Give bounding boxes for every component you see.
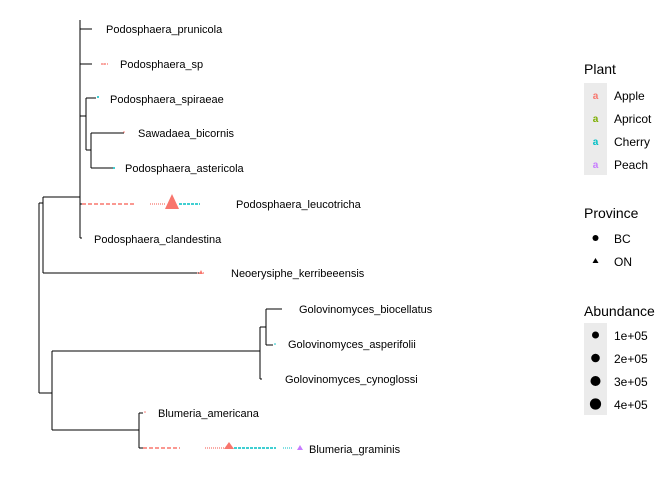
legend-label-bc: BC (614, 232, 631, 246)
tip-label: Blumeria_graminis (309, 444, 401, 456)
legend-label-apricot: Apricot (614, 112, 652, 126)
legend-key-cherry: a (593, 137, 599, 148)
tip-label: Golovinomyces_cynoglossi (285, 374, 418, 386)
legend-key-size-3 (590, 376, 601, 386)
legend-key-circle (592, 235, 599, 241)
tip-label: Podosphaera_leucotricha (236, 199, 362, 211)
tip-label: Sawadaea_bicornis (138, 128, 235, 140)
markers-neoerysiphe (197, 270, 205, 274)
legend-key-peach: a (593, 160, 599, 171)
legend-label-abundance: 3e+05 (614, 375, 648, 389)
legend-province: Province BC ON (584, 205, 639, 269)
tip-labels: Podosphaera_prunicola Podosphaera_sp Pod… (94, 24, 433, 456)
legend-key-apple: a (593, 91, 599, 102)
legend-title-abundance: Abundance (584, 303, 655, 319)
legend-key-triangle (592, 258, 599, 263)
legend-key-size-4 (589, 398, 602, 410)
tree-branches (38, 20, 282, 449)
marker-blumeria-americana (144, 411, 146, 413)
marker-sawadaea-bicornis (123, 131, 125, 133)
marker-golovinomyces-asperifolii (274, 343, 276, 345)
svg-text:a: a (593, 160, 599, 171)
legend-label-abundance: 1e+05 (614, 329, 648, 343)
tip-label: Podosphaera_sp (120, 59, 203, 71)
legend-label-peach: Peach (614, 158, 648, 172)
marker-podosphaera-astericola (113, 167, 115, 169)
legend-key-size-1 (592, 331, 599, 339)
tip-label: Podosphaera_clandestina (94, 234, 222, 246)
legend-abundance: Abundance 1e+05 2e+05 3e+05 4e+05 (584, 303, 655, 415)
legend-key-size-2 (591, 353, 600, 363)
tip-label: Blumeria_americana (158, 408, 260, 420)
legend-key-background (584, 83, 607, 175)
legend-label-abundance: 2e+05 (614, 352, 648, 366)
tip-label: Golovinomyces_biocellatus (299, 304, 433, 316)
marker-podosphaera-spiraeae (97, 96, 99, 98)
tip-label: Podosphaera_astericola (125, 163, 245, 175)
legend-key-apricot: a (593, 114, 599, 125)
abundance-markers (82, 63, 303, 450)
svg-text:a: a (593, 114, 599, 125)
markers-podosphaera-sp (101, 63, 108, 65)
markers-blumeria-graminis (143, 442, 303, 450)
svg-text:a: a (593, 137, 599, 148)
legend-title-province: Province (584, 205, 639, 221)
legend-plant: Plant a a a a Apple Apricot Cherry Peach (584, 61, 652, 175)
tip-label: Podosphaera_prunicola (106, 24, 223, 36)
legend-label-abundance: 4e+05 (614, 398, 648, 412)
tip-label: Golovinomyces_asperifolii (288, 339, 416, 351)
tip-label: Podosphaera_spiraeae (110, 94, 224, 106)
legend-label-apple: Apple (614, 89, 645, 103)
svg-text:a: a (593, 91, 599, 102)
legend-key-background (584, 323, 607, 415)
tip-label: Neoerysiphe_kerribeeensis (231, 268, 365, 280)
legend-label-on: ON (614, 255, 632, 269)
markers-podosphaera-leucotricha (82, 194, 200, 209)
legend-label-cherry: Cherry (614, 135, 650, 149)
legend-title-plant: Plant (584, 61, 616, 77)
